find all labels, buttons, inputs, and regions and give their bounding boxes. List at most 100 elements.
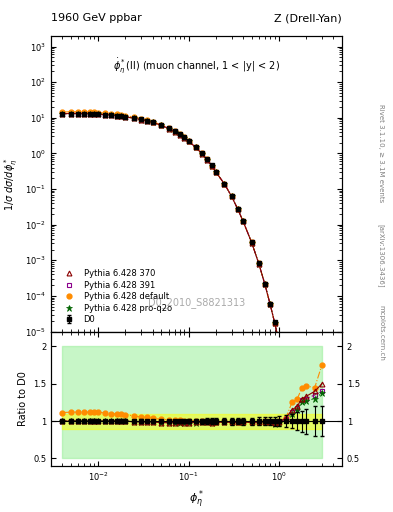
Pythia 6.428 pro-q2o <box>272 320 277 326</box>
Pythia 6.428 391 <box>263 281 267 287</box>
Pythia 6.428 default <box>272 319 277 326</box>
Pythia 6.428 370 <box>109 112 114 118</box>
Pythia 6.428 pro-q2o <box>213 169 218 175</box>
Pythia 6.428 391 <box>272 319 277 326</box>
Pythia 6.428 391 <box>312 502 317 508</box>
Pythia 6.428 pro-q2o <box>295 422 299 429</box>
Pythia 6.428 default <box>276 338 281 344</box>
Pythia 6.428 default <box>123 113 128 119</box>
Pythia 6.428 370 <box>132 115 136 121</box>
Pythia 6.428 391 <box>172 129 177 135</box>
Pythia 6.428 391 <box>268 301 272 307</box>
Pythia 6.428 370 <box>312 501 317 507</box>
Pythia 6.428 391 <box>209 163 214 169</box>
Pythia 6.428 370 <box>213 169 218 175</box>
Line: Pythia 6.428 default: Pythia 6.428 default <box>60 109 324 512</box>
Pythia 6.428 pro-q2o <box>263 281 267 287</box>
Pythia 6.428 pro-q2o <box>268 301 272 307</box>
Pythia 6.428 default <box>139 116 144 122</box>
Pythia 6.428 370 <box>60 111 65 117</box>
Pythia 6.428 pro-q2o <box>229 194 234 200</box>
Pythia 6.428 391 <box>87 111 92 117</box>
Pythia 6.428 default <box>304 459 309 465</box>
Pythia 6.428 391 <box>132 115 136 121</box>
Pythia 6.428 370 <box>178 132 182 138</box>
Pythia 6.428 default <box>257 261 261 267</box>
Pythia 6.428 391 <box>222 181 227 187</box>
Pythia 6.428 391 <box>166 125 171 132</box>
Pythia 6.428 default <box>166 125 171 131</box>
Text: Z (Drell-Yan): Z (Drell-Yan) <box>274 13 342 23</box>
Pythia 6.428 391 <box>139 117 144 123</box>
Pythia 6.428 default <box>172 128 177 134</box>
Pythia 6.428 391 <box>299 442 304 449</box>
Pythia 6.428 370 <box>222 181 227 187</box>
Pythia 6.428 pro-q2o <box>172 129 177 135</box>
Pythia 6.428 391 <box>96 111 101 117</box>
Pythia 6.428 pro-q2o <box>87 111 92 117</box>
Pythia 6.428 default <box>229 193 234 199</box>
Pythia 6.428 370 <box>295 422 299 428</box>
Pythia 6.428 391 <box>193 144 198 151</box>
Pythia 6.428 pro-q2o <box>199 151 204 157</box>
Pythia 6.428 391 <box>178 132 182 138</box>
Pythia 6.428 default <box>199 151 204 157</box>
Pythia 6.428 pro-q2o <box>96 111 101 117</box>
Text: 1960 GeV ppbar: 1960 GeV ppbar <box>51 13 142 23</box>
Pythia 6.428 default <box>209 162 214 168</box>
Pythia 6.428 370 <box>114 113 119 119</box>
Pythia 6.428 pro-q2o <box>249 240 254 246</box>
Pythia 6.428 default <box>193 144 198 150</box>
Pythia 6.428 370 <box>268 301 272 307</box>
Pythia 6.428 default <box>241 218 245 224</box>
Pythia 6.428 391 <box>186 138 191 144</box>
Pythia 6.428 370 <box>123 114 128 120</box>
Pythia 6.428 default <box>295 420 299 426</box>
Pythia 6.428 370 <box>276 338 281 344</box>
Pythia 6.428 391 <box>295 422 299 428</box>
Pythia 6.428 default <box>284 370 288 376</box>
Pythia 6.428 370 <box>284 370 288 376</box>
Pythia 6.428 default <box>249 240 254 246</box>
Pythia 6.428 default <box>92 109 97 115</box>
Pythia 6.428 pro-q2o <box>145 118 150 124</box>
Text: Rivet 3.1.10, ≥ 3.1M events: Rivet 3.1.10, ≥ 3.1M events <box>378 104 384 203</box>
Pythia 6.428 pro-q2o <box>222 181 227 187</box>
Pythia 6.428 370 <box>186 138 191 144</box>
Pythia 6.428 default <box>145 117 150 123</box>
Pythia 6.428 pro-q2o <box>182 135 187 141</box>
Pythia 6.428 391 <box>123 114 128 120</box>
Pythia 6.428 default <box>96 110 101 116</box>
Pythia 6.428 370 <box>119 113 124 119</box>
Pythia 6.428 370 <box>304 460 309 466</box>
Pythia 6.428 370 <box>182 135 187 141</box>
Pythia 6.428 default <box>150 119 155 125</box>
Pythia 6.428 default <box>186 138 191 144</box>
Pythia 6.428 370 <box>150 119 155 125</box>
Pythia 6.428 370 <box>159 122 164 129</box>
Pythia 6.428 370 <box>92 111 97 117</box>
Pythia 6.428 370 <box>87 111 92 117</box>
Pythia 6.428 default <box>290 396 294 402</box>
Pythia 6.428 pro-q2o <box>299 442 304 449</box>
Pythia 6.428 default <box>268 301 272 307</box>
Pythia 6.428 pro-q2o <box>150 119 155 125</box>
Pythia 6.428 default <box>60 109 65 115</box>
Pythia 6.428 391 <box>82 111 87 117</box>
Pythia 6.428 391 <box>92 111 97 117</box>
Pythia 6.428 391 <box>159 122 164 129</box>
Pythia 6.428 pro-q2o <box>69 111 73 117</box>
Pythia 6.428 391 <box>205 157 209 163</box>
Pythia 6.428 default <box>235 206 240 212</box>
Pythia 6.428 pro-q2o <box>119 113 124 119</box>
Pythia 6.428 default <box>312 501 317 507</box>
Pythia 6.428 default <box>299 440 304 446</box>
Pythia 6.428 370 <box>299 442 304 448</box>
Pythia 6.428 default <box>114 111 119 117</box>
Line: Pythia 6.428 391: Pythia 6.428 391 <box>60 111 324 512</box>
Pythia 6.428 370 <box>145 118 150 124</box>
Text: [arXiv:1306.3436]: [arXiv:1306.3436] <box>378 224 385 288</box>
Pythia 6.428 370 <box>272 320 277 326</box>
Pythia 6.428 391 <box>150 119 155 125</box>
Pythia 6.428 default <box>109 111 114 117</box>
